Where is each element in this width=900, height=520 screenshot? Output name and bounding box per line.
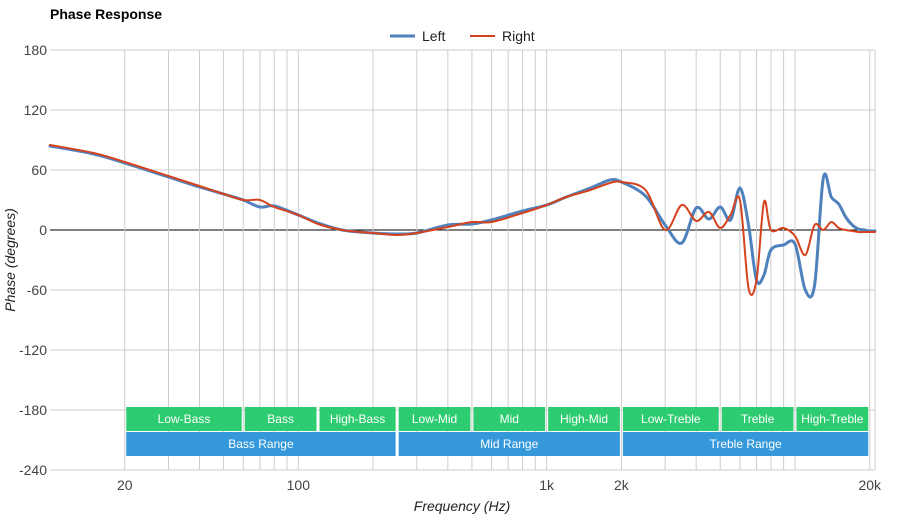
frequency-bands: Low-Bass Bass High-Bass Low-Mid Mid High-Mid L…: [126, 407, 869, 456]
range-band-label: Treble Range: [709, 437, 782, 451]
y-tick-label: -120: [19, 342, 47, 358]
band-box: [126, 407, 242, 431]
legend-label-left: Left: [422, 28, 445, 44]
x-tick-label: 100: [287, 477, 311, 493]
x-tick-label: 20k: [858, 477, 882, 493]
range-band-box: [622, 432, 869, 456]
series-line-left: [48, 144, 877, 299]
range-band-label: Mid Range: [480, 437, 538, 451]
band-box: [244, 407, 317, 431]
range-band-label: Bass Range: [228, 437, 294, 451]
band-label: High-Treble: [801, 412, 864, 426]
band-label: Low-Bass: [158, 412, 211, 426]
legend-label-right: Right: [502, 28, 535, 44]
grid: [50, 49, 876, 471]
band-label: High-Mid: [560, 412, 608, 426]
range-band-box: [126, 432, 396, 456]
y-tick-label: 60: [31, 162, 47, 178]
band-box: [622, 407, 719, 431]
y-tick-label: 120: [24, 102, 48, 118]
band-box: [398, 407, 471, 431]
y-tick-label: 0: [39, 222, 47, 238]
series: [48, 144, 877, 299]
band-box: [796, 407, 869, 431]
y-tick-label: -180: [19, 402, 47, 418]
legend: Left Right: [390, 28, 535, 44]
band-label: Mid: [500, 412, 519, 426]
y-axis-title: Phase (degrees): [2, 208, 18, 312]
tick-labels: 180 120 60 0 -60 -120 -180 -240 20 100 1k 2k 20k: [19, 42, 882, 493]
series-line-right: [49, 144, 876, 297]
band-box: [473, 407, 546, 431]
band-label: Treble: [741, 412, 775, 426]
y-tick-label: -60: [27, 282, 47, 298]
band-box: [548, 407, 620, 431]
x-tick-label: 20: [117, 477, 133, 493]
x-tick-label: 2k: [614, 477, 630, 493]
band-box: [319, 407, 396, 431]
x-axis-title: Frequency (Hz): [414, 498, 510, 514]
y-tick-label: -240: [19, 462, 47, 478]
x-tick-label: 1k: [539, 477, 555, 493]
band-label: Bass: [267, 412, 294, 426]
y-tick-label: 180: [24, 42, 48, 58]
band-box: [721, 407, 794, 431]
chart-title: Phase Response: [50, 6, 162, 22]
band-label: Low-Treble: [641, 412, 701, 426]
range-band-box: [398, 432, 620, 456]
band-label: Low-Mid: [412, 412, 457, 426]
band-label: High-Bass: [330, 412, 385, 426]
